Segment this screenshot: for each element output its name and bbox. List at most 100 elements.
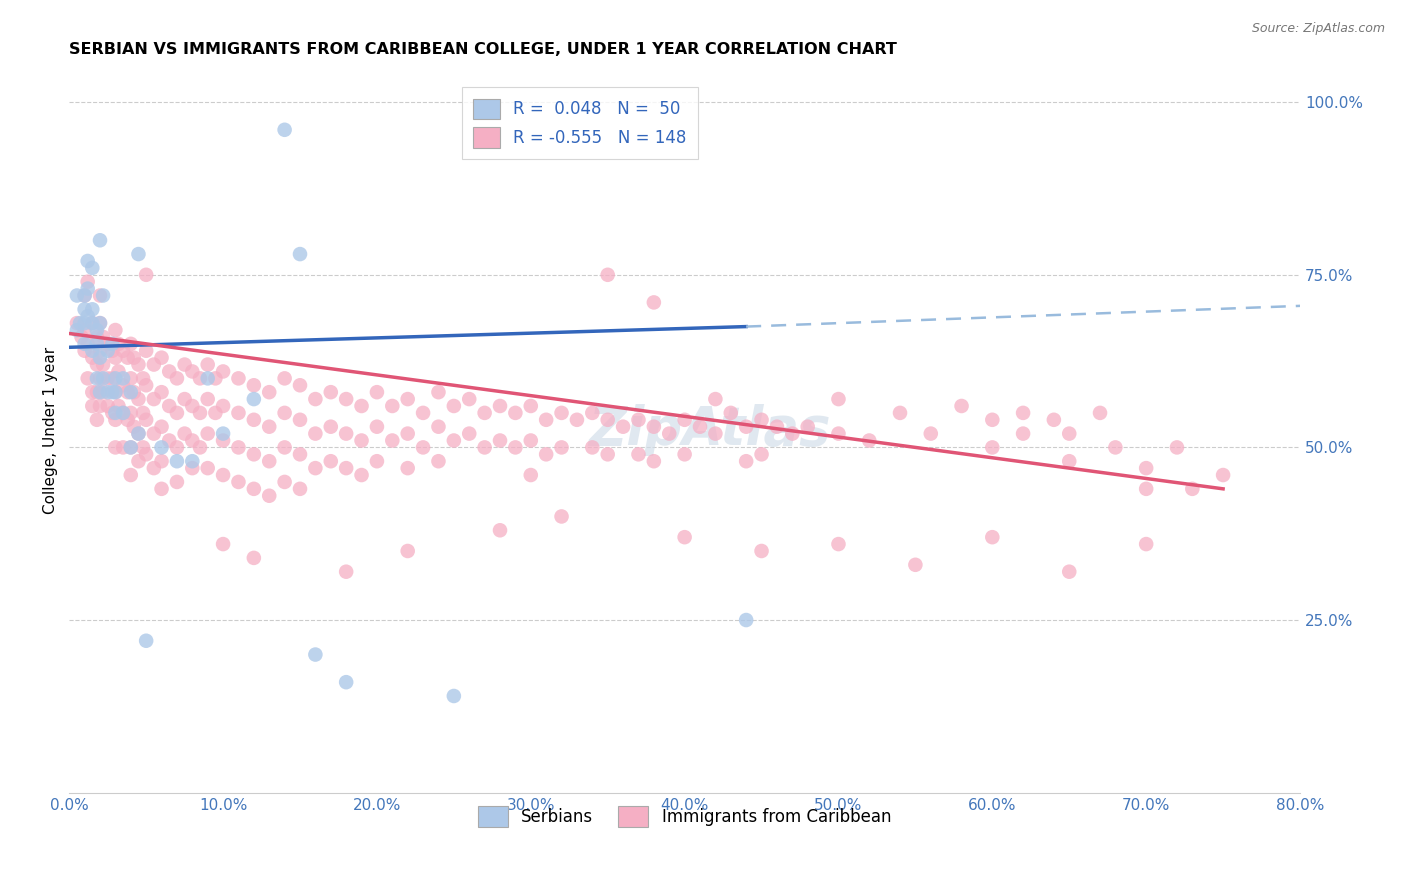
Point xyxy=(1212,468,1234,483)
Point xyxy=(101,343,124,358)
Point xyxy=(76,371,98,385)
Point xyxy=(104,406,127,420)
Point xyxy=(82,399,104,413)
Point xyxy=(117,351,139,365)
Point xyxy=(243,392,266,406)
Point xyxy=(120,441,142,455)
Point xyxy=(212,364,235,378)
Point xyxy=(335,392,357,406)
Point xyxy=(304,461,326,475)
Point xyxy=(112,441,135,455)
Point xyxy=(350,399,373,413)
Point xyxy=(101,385,124,400)
Point xyxy=(1135,461,1157,475)
Point xyxy=(505,441,527,455)
Point xyxy=(104,323,127,337)
Point xyxy=(150,419,173,434)
Point xyxy=(107,399,129,413)
Point xyxy=(73,343,96,358)
Point xyxy=(335,461,357,475)
Text: SERBIAN VS IMMIGRANTS FROM CARIBBEAN COLLEGE, UNDER 1 YEAR CORRELATION CHART: SERBIAN VS IMMIGRANTS FROM CARIBBEAN COL… xyxy=(69,42,897,57)
Point xyxy=(474,406,496,420)
Point xyxy=(751,447,773,461)
Point xyxy=(1057,565,1080,579)
Point xyxy=(135,268,157,282)
Point xyxy=(73,288,96,302)
Point xyxy=(82,351,104,365)
Text: ZipAtlas: ZipAtlas xyxy=(588,404,831,456)
Point xyxy=(827,426,849,441)
Point xyxy=(673,447,696,461)
Point xyxy=(135,633,157,648)
Point xyxy=(73,336,96,351)
Point xyxy=(204,406,226,420)
Point xyxy=(243,378,266,392)
Point xyxy=(381,434,404,448)
Point xyxy=(86,330,108,344)
Point xyxy=(704,426,727,441)
Point xyxy=(827,537,849,551)
Point xyxy=(127,247,149,261)
Point xyxy=(142,358,165,372)
Point xyxy=(288,447,311,461)
Point xyxy=(127,392,149,406)
Point xyxy=(127,454,149,468)
Point xyxy=(1135,537,1157,551)
Point xyxy=(505,406,527,420)
Point xyxy=(89,233,111,247)
Point xyxy=(76,254,98,268)
Point xyxy=(188,406,211,420)
Point xyxy=(288,413,311,427)
Point xyxy=(97,399,120,413)
Point xyxy=(643,295,665,310)
Point xyxy=(82,316,104,330)
Point xyxy=(107,336,129,351)
Point xyxy=(751,544,773,558)
Point xyxy=(596,447,619,461)
Text: Source: ZipAtlas.com: Source: ZipAtlas.com xyxy=(1251,22,1385,36)
Point xyxy=(396,426,419,441)
Point xyxy=(565,413,588,427)
Point xyxy=(212,468,235,483)
Point xyxy=(135,413,157,427)
Point xyxy=(627,447,650,461)
Point xyxy=(117,413,139,427)
Point xyxy=(97,336,120,351)
Point xyxy=(150,351,173,365)
Point xyxy=(173,358,195,372)
Point xyxy=(643,454,665,468)
Point xyxy=(142,426,165,441)
Point xyxy=(304,648,326,662)
Point xyxy=(766,419,789,434)
Point xyxy=(920,426,942,441)
Point xyxy=(720,406,742,420)
Point xyxy=(70,330,93,344)
Point xyxy=(1166,441,1188,455)
Point xyxy=(520,434,543,448)
Point xyxy=(827,392,849,406)
Point xyxy=(735,613,758,627)
Point xyxy=(1135,482,1157,496)
Point xyxy=(66,323,89,337)
Point xyxy=(458,392,481,406)
Point xyxy=(89,351,111,365)
Point xyxy=(212,434,235,448)
Point xyxy=(89,316,111,330)
Point xyxy=(89,288,111,302)
Point xyxy=(1012,426,1035,441)
Point xyxy=(981,530,1004,544)
Point xyxy=(104,351,127,365)
Point xyxy=(112,371,135,385)
Point xyxy=(319,454,342,468)
Point xyxy=(534,447,557,461)
Point xyxy=(228,406,250,420)
Point xyxy=(550,509,572,524)
Point xyxy=(89,343,111,358)
Point xyxy=(82,316,104,330)
Point xyxy=(212,537,235,551)
Point xyxy=(89,399,111,413)
Point xyxy=(581,441,603,455)
Point xyxy=(82,385,104,400)
Point xyxy=(257,489,280,503)
Point xyxy=(127,426,149,441)
